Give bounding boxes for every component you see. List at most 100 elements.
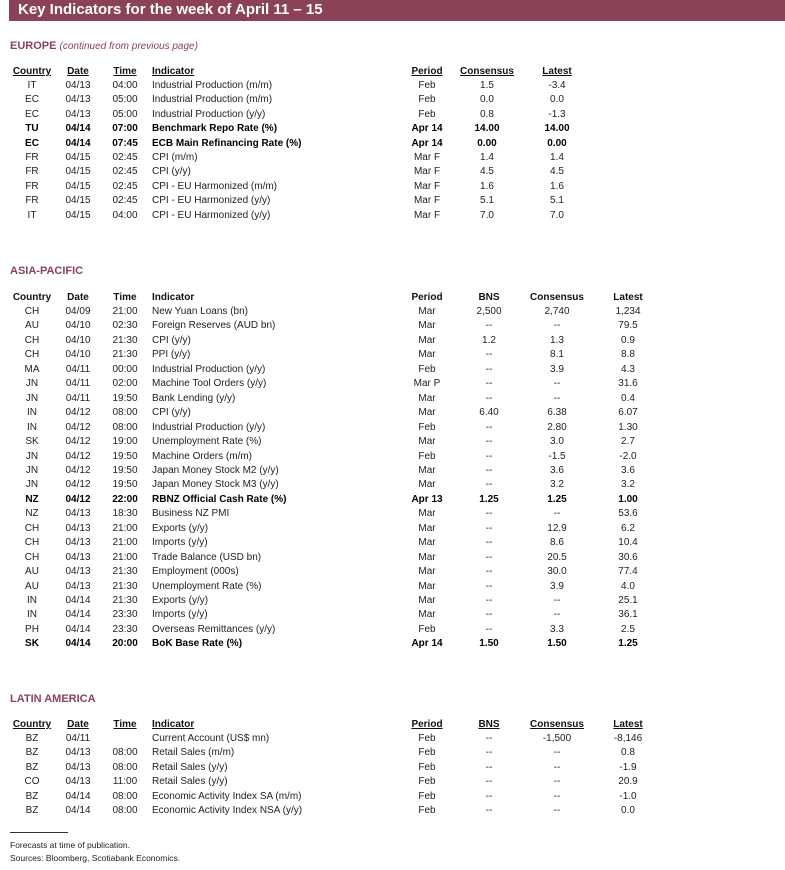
- cell-indicator: Current Account (US$ mn): [152, 733, 270, 744]
- cell-time: 02:45: [112, 152, 138, 163]
- cell-period: Mar F: [413, 152, 441, 163]
- cell-consensus: -1.5: [548, 450, 566, 462]
- cell-country: CH: [24, 551, 40, 563]
- cell-latest: 0.9: [621, 334, 635, 346]
- title-banner: Key Indicators for the week of April 11 …: [9, 0, 785, 21]
- cell-period: Mar F: [413, 209, 441, 221]
- cell-bns: 2,500: [476, 306, 502, 317]
- cell-indicator: Overseas Remittances (y/y): [152, 623, 276, 635]
- cell-bns: --: [485, 761, 493, 773]
- cell-indicator: Economic Activity Index SA (m/m): [152, 790, 302, 802]
- cell-period: Mar: [418, 349, 436, 361]
- cell-period: Mar P: [413, 378, 441, 390]
- column-header-consensus: Consensus: [460, 66, 514, 77]
- cell-consensus: 20.5: [547, 551, 567, 563]
- cell-period: Mar: [418, 595, 436, 606]
- cell-time: 21:30: [112, 595, 138, 606]
- cell-bns: --: [485, 363, 493, 375]
- cell-date: 04/14: [65, 790, 91, 802]
- cell-bns: --: [485, 508, 493, 520]
- cell-date: 04/15: [65, 209, 91, 221]
- cell-period: Mar: [418, 479, 436, 491]
- cell-bns: --: [485, 551, 493, 563]
- cell-consensus: 0.00: [477, 137, 497, 149]
- cell-indicator: CPI - EU Harmonized (m/m): [152, 180, 278, 192]
- cell-consensus: 4.5: [480, 166, 494, 178]
- cell-latest: 7.0: [550, 209, 564, 221]
- cell-consensus: 8.1: [550, 349, 564, 361]
- column-header-indicator: Indicator: [152, 66, 195, 77]
- cell-latest: 30.6: [618, 551, 638, 563]
- cell-latest: 0.00: [547, 137, 567, 149]
- cell-time: 23:30: [112, 623, 138, 635]
- cell-period: Feb: [418, 747, 436, 759]
- cell-country: CH: [24, 306, 40, 317]
- cell-indicator: Retail Sales (y/y): [152, 761, 228, 773]
- cell-date: 04/13: [65, 566, 91, 578]
- cell-time: 00:00: [112, 363, 138, 375]
- cell-time: 02:30: [112, 320, 138, 332]
- cell-time: 21:30: [112, 580, 138, 592]
- cell-date: 04/13: [65, 108, 91, 120]
- cell-time: 19:50: [112, 479, 138, 491]
- column-header-latest: Latest: [542, 66, 572, 77]
- cell-latest: 2.7: [621, 436, 635, 448]
- cell-bns: --: [485, 436, 493, 448]
- cell-latest: 20.9: [618, 776, 638, 788]
- cell-country: AU: [25, 566, 39, 578]
- cell-consensus: 14.00: [474, 123, 500, 135]
- cell-date: 04/15: [65, 195, 91, 207]
- cell-indicator: CPI (y/y): [152, 166, 191, 178]
- cell-consensus: 1.6: [480, 180, 494, 192]
- column-header-bns: BNS: [478, 292, 500, 303]
- cell-bns: --: [485, 320, 493, 332]
- cell-time: 21:30: [112, 566, 138, 578]
- cell-time: 18:30: [112, 508, 138, 520]
- cell-time: 22:00: [112, 493, 138, 505]
- page-title: Key Indicators for the week of April 11 …: [18, 1, 323, 18]
- cell-country: SK: [25, 436, 39, 448]
- cell-date: 04/13: [65, 522, 91, 534]
- cell-date: 04/13: [65, 94, 91, 106]
- cell-date: 04/13: [65, 776, 91, 788]
- cell-period: Apr 14: [411, 137, 443, 149]
- cell-date: 04/15: [65, 152, 91, 163]
- cell-bns: --: [485, 421, 493, 433]
- cell-consensus: 3.0: [550, 436, 564, 448]
- cell-bns: --: [485, 733, 493, 744]
- section-subtitle: (continued from previous page): [59, 41, 198, 52]
- footnote-forecasts: Forecasts at time of publication.: [10, 840, 131, 850]
- cell-period: Feb: [418, 733, 436, 744]
- cell-country: BZ: [25, 747, 39, 759]
- cell-indicator: CPI (m/m): [152, 152, 198, 163]
- column-header-country: Country: [12, 292, 52, 303]
- cell-bns: --: [485, 450, 493, 462]
- cell-date: 04/11: [65, 392, 91, 404]
- section-title: EUROPE: [10, 40, 57, 52]
- cell-country: IT: [27, 209, 37, 221]
- cell-period: Apr 14: [411, 123, 443, 135]
- cell-bns: --: [485, 747, 493, 759]
- cell-country: EC: [25, 137, 39, 149]
- cell-indicator: Industrial Production (y/y): [152, 363, 266, 375]
- cell-bns: --: [485, 392, 493, 404]
- cell-time: 21:00: [112, 551, 138, 563]
- cell-date: 04/12: [65, 479, 91, 491]
- cell-country: IN: [27, 421, 37, 433]
- cell-period: Mar: [418, 334, 436, 346]
- cell-date: 04/13: [65, 580, 91, 592]
- cell-country: IN: [27, 595, 37, 606]
- cell-country: FR: [25, 195, 39, 207]
- cell-bns: --: [485, 595, 493, 606]
- cell-consensus: 1.5: [480, 80, 494, 91]
- cell-consensus: 2,740: [544, 306, 570, 317]
- cell-country: BZ: [25, 805, 39, 816]
- cell-time: 04:00: [112, 80, 138, 91]
- cell-consensus: --: [553, 790, 561, 802]
- cell-consensus: --: [553, 508, 561, 520]
- cell-indicator: CPI (y/y): [152, 334, 191, 346]
- cell-consensus: 3.6: [550, 464, 564, 476]
- cell-latest: 8.8: [621, 349, 635, 361]
- cell-date: 04/12: [65, 464, 91, 476]
- cell-consensus: 7.0: [480, 209, 494, 221]
